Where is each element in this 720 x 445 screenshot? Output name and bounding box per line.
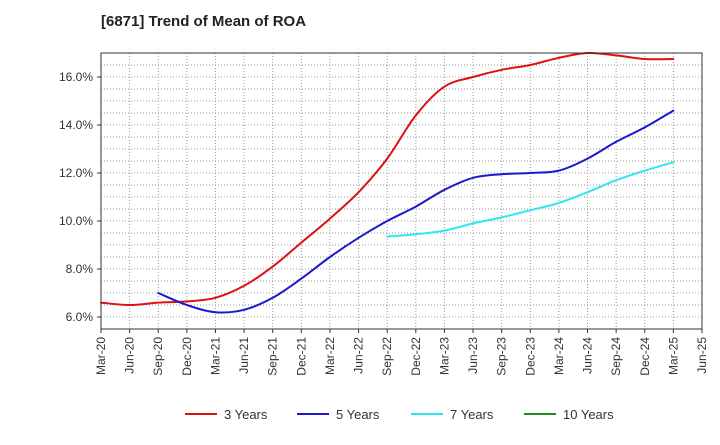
plot-frame: [100, 52, 703, 330]
x-tick-label: Dec-22: [409, 337, 423, 376]
x-tick-label: Mar-22: [323, 337, 337, 375]
series-line-5-years: [157, 109, 675, 314]
series-line-3-years: [100, 51, 675, 306]
x-tick-label: Dec-24: [638, 337, 652, 376]
chart-title: [6871] Trend of Mean of ROA: [101, 13, 306, 30]
legend-label: 3 Years: [224, 407, 268, 422]
x-tick-label: Mar-21: [208, 337, 222, 375]
x-tick-label: Sep-22: [380, 337, 394, 376]
x-tick-label: Mar-23: [437, 337, 451, 375]
x-tick-label: Jun-23: [466, 337, 480, 374]
x-tick-label: Dec-23: [523, 337, 537, 376]
plot-area: [101, 53, 702, 329]
series-lines: [100, 51, 675, 314]
y-tick-label: 16.0%: [59, 70, 93, 84]
x-tick-label: Mar-20: [94, 337, 108, 375]
x-tick-label: Jun-20: [123, 337, 137, 374]
x-tick-label: Jun-21: [237, 337, 251, 374]
x-tick-label: Sep-21: [266, 337, 280, 376]
x-tick-label: Mar-24: [552, 337, 566, 375]
x-tick-label: Sep-20: [151, 337, 165, 376]
grid-lines: [100, 52, 703, 330]
y-tick-label: 6.0%: [66, 310, 94, 324]
x-tick-label: Jun-24: [581, 337, 595, 374]
y-axis-ticks: 6.0% 8.0% 10.0% 12.0% 14.0% 16.0%: [59, 70, 101, 324]
legend-label: 10 Years: [563, 407, 614, 422]
y-tick-label: 8.0%: [66, 262, 94, 276]
legend-label: 5 Years: [336, 407, 380, 422]
x-tick-label: Sep-23: [495, 337, 509, 376]
legend: 3 Years 5 Years 7 Years 10 Years: [185, 407, 614, 422]
y-tick-label: 10.0%: [59, 214, 93, 228]
legend-label: 7 Years: [450, 407, 494, 422]
x-tick-label: Dec-21: [294, 337, 308, 376]
y-tick-label: 12.0%: [59, 166, 93, 180]
y-tick-label: 14.0%: [59, 118, 93, 132]
x-tick-label: Sep-24: [609, 337, 623, 376]
x-tick-label: Mar-25: [666, 337, 680, 375]
x-tick-label: Dec-20: [180, 337, 194, 376]
x-tick-label: Jun-25: [695, 337, 709, 374]
x-tick-label: Jun-22: [352, 337, 366, 374]
series-line-7-years: [386, 161, 675, 238]
x-axis-ticks: Mar-20 Jun-20 Sep-20 Dec-20 Mar-21 Jun-21 Sep-…: [94, 329, 709, 376]
